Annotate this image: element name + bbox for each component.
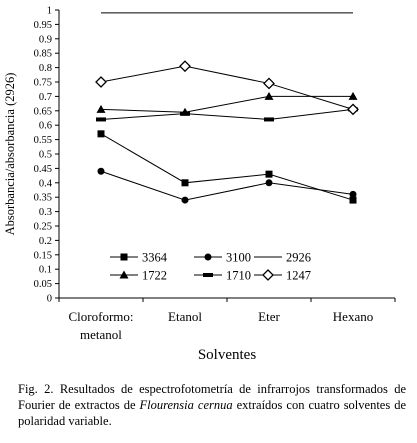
data-point-1722 [348,91,358,100]
legend-marker-3100 [204,253,212,261]
data-point-1710 [180,111,190,116]
series-line-1710 [100,108,354,120]
legend-marker-1710 [203,273,213,277]
data-point-1722 [264,91,274,100]
series-line-3364 [100,133,354,201]
y-tick-label: 0.1 [39,265,52,276]
data-point-1247 [95,76,107,88]
y-tick-label: 0.95 [34,20,52,31]
data-point-1247 [263,77,275,90]
x-tick-label: metanol [80,327,122,342]
y-tick-label: 0.5 [39,150,52,161]
y-tick-label: 0.65 [34,106,52,117]
y-tick-label: 0.4 [39,178,53,189]
data-point-1247 [179,60,191,73]
series-line-3100 [100,170,354,201]
y-tick-label: 0.25 [34,222,52,233]
y-tick-label: 0.6 [39,121,52,132]
caption-species: Flourensia cernua [139,398,233,412]
legend-marker-1722 [119,270,129,279]
series-line-1247 [100,65,354,110]
y-tick-label: 0.8 [39,63,52,74]
x-tick-label: Cloroformo: [69,309,134,324]
data-point-3364 [349,196,357,204]
y-tick-label: 1 [47,6,52,17]
data-point-1247 [347,103,359,116]
figure-caption: Fig. 2. Resultados de espectrofotometría… [18,381,406,429]
x-tick-label: Etanol [168,309,202,324]
y-tick-label: 0.35 [34,193,52,204]
legend-label: 1247 [286,269,311,283]
data-point-3100 [181,196,189,204]
legend-label: 3100 [226,251,251,265]
data-point-3100 [349,190,357,198]
data-point-1710 [96,117,106,122]
y-tick-label: 0.85 [34,49,52,60]
legend-marker-1247 [262,269,274,281]
line-chart: 0 0.05 0.1 0.15 0.2 0.25 0.3 0.35 0.4 0.45 0.5 0.55… [3,6,396,363]
legend-label: 3364 [142,251,168,265]
data-point-3364 [265,170,273,178]
legend-label: 1722 [142,269,167,283]
data-point-3364 [97,130,105,138]
y-tick-label: 0.3 [39,207,52,218]
y-tick-label: 0.15 [34,250,52,261]
y-tick-label: 0.55 [34,135,52,146]
data-point-3100 [97,167,105,175]
data-point-1710 [264,117,274,122]
y-tick-label: 0.7 [39,92,52,103]
y-tick-label: 0 [47,294,52,305]
data-point-3364 [181,179,189,187]
data-point-3100 [265,179,273,187]
y-tick-label: 0.75 [34,78,52,89]
legend-label: 2926 [286,251,311,265]
legend-marker-3364 [120,253,128,261]
y-tick-label: 0.2 [39,236,52,247]
y-axis-title: Absorbancia/absorbancia (2926) [3,73,17,236]
x-axis-title: Solventes [198,347,256,363]
series-line-1722 [100,95,353,113]
x-tick-label: Eter [258,309,280,324]
y-tick-label: 0.45 [34,164,52,175]
x-tick-label: Hexano [333,309,373,324]
legend-label: 1710 [226,269,251,283]
y-tick-label: 0.9 [39,34,52,45]
caption-suffix: extraídos con cuatro solventes de polari… [18,398,407,428]
data-point-1722 [96,104,106,113]
caption-prefix: Fig. 2. Resultados de espectrofotometría… [18,382,406,412]
y-tick-label: 0.05 [34,279,52,290]
